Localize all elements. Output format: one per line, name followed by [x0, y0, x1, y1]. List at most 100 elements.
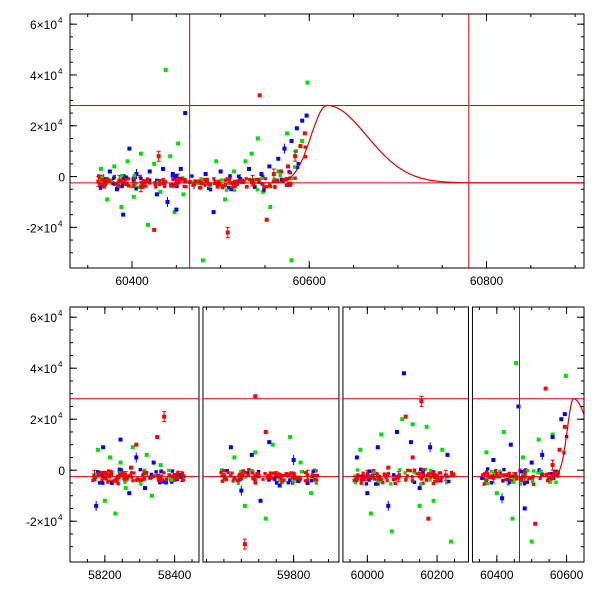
- cluster-point: [257, 180, 261, 184]
- cluster-point: [191, 183, 195, 187]
- cluster-point: [263, 471, 267, 476]
- cluster-point: [436, 479, 440, 483]
- cluster-point: [556, 470, 560, 474]
- cluster-point: [288, 171, 293, 175]
- cluster-point: [155, 178, 159, 183]
- data-point-b: [101, 445, 106, 450]
- cluster-point: [129, 471, 133, 475]
- cluster-point: [501, 479, 505, 483]
- cluster-point: [253, 473, 257, 478]
- cluster-point: [421, 481, 425, 485]
- cluster-point: [141, 178, 146, 183]
- data-point-g: [563, 373, 568, 378]
- cluster-point: [132, 471, 136, 475]
- cluster-point: [106, 469, 111, 473]
- data-point-g: [95, 447, 100, 452]
- y-tick-label: -2×10: [26, 221, 57, 235]
- cluster-point: [239, 477, 244, 481]
- cluster-point: [493, 469, 498, 473]
- x-tick-label: 60400: [115, 274, 149, 288]
- data-point-b: [183, 111, 188, 116]
- cluster-point: [159, 476, 163, 480]
- data-point-g: [300, 139, 305, 143]
- cluster-point: [226, 185, 231, 190]
- data-point-r: [131, 179, 136, 184]
- cluster-point: [226, 182, 230, 186]
- data-point-b: [540, 452, 545, 457]
- cluster-point: [547, 471, 551, 476]
- cluster-point: [223, 178, 227, 182]
- cluster-point: [107, 472, 111, 477]
- cluster-point: [116, 482, 120, 486]
- data-point-g: [484, 450, 489, 455]
- cluster-point: [449, 470, 454, 475]
- data-point-r: [96, 179, 101, 184]
- cluster-point: [375, 472, 379, 476]
- cluster-point: [376, 482, 380, 486]
- data-point-r: [167, 473, 172, 478]
- cluster-point: [184, 185, 188, 189]
- cluster-point: [145, 180, 149, 184]
- cluster-point: [284, 183, 288, 187]
- cluster-point: [208, 185, 212, 190]
- plot-area: [70, 14, 584, 268]
- cluster-point: [520, 478, 524, 483]
- cluster-point: [296, 479, 300, 483]
- axis-frame: [69, 306, 200, 563]
- cluster-point: [181, 478, 185, 482]
- cluster-point: [280, 480, 284, 484]
- cluster-point: [531, 482, 536, 486]
- cluster-point: [515, 477, 519, 481]
- cluster-point: [115, 479, 119, 483]
- cluster-point: [293, 476, 297, 481]
- data-point-b: [500, 496, 505, 501]
- cluster-point: [310, 473, 315, 477]
- data-point-b: [259, 172, 264, 177]
- y-tick-label: 4×10: [30, 69, 57, 83]
- data-point-g: [289, 258, 294, 263]
- cluster-point: [112, 182, 116, 186]
- cluster-point: [124, 175, 129, 179]
- data-point-g: [163, 67, 168, 72]
- data-point-b: [147, 169, 152, 174]
- data-point-g: [231, 169, 236, 174]
- cluster-point: [403, 471, 407, 475]
- cluster-point: [156, 473, 160, 478]
- data-point-b: [174, 207, 179, 212]
- cluster-point: [163, 183, 167, 188]
- cluster-point: [144, 184, 148, 188]
- cluster-point: [277, 472, 281, 476]
- cluster-point: [104, 470, 108, 475]
- cluster-point: [428, 478, 432, 482]
- cluster-point: [375, 479, 380, 484]
- cluster-point: [127, 177, 131, 181]
- cluster-point: [164, 180, 168, 184]
- data-point-b: [522, 506, 527, 511]
- cluster-point: [421, 473, 426, 477]
- cluster-point: [117, 472, 122, 476]
- data-point-b: [249, 452, 254, 457]
- cluster-point: [433, 480, 437, 484]
- cluster-point: [104, 477, 108, 481]
- data-point-b: [354, 455, 359, 460]
- data-point-b: [365, 491, 370, 496]
- data-point-g: [270, 442, 275, 447]
- cluster-point: [138, 467, 143, 472]
- cluster-point: [255, 471, 259, 476]
- cluster-point: [281, 478, 286, 482]
- data-point-r: [410, 455, 415, 460]
- data-point-r: [253, 394, 258, 399]
- cluster-point: [272, 477, 276, 481]
- data-point-r: [557, 447, 562, 452]
- data-point-r: [501, 473, 506, 478]
- data-point-g: [113, 511, 118, 516]
- cluster-point: [204, 179, 208, 183]
- cluster-point: [506, 478, 510, 482]
- cluster-point: [121, 471, 125, 475]
- cluster-point: [161, 177, 165, 182]
- data-point-b: [127, 146, 132, 151]
- cluster-point: [140, 185, 144, 189]
- cluster-point: [288, 478, 292, 482]
- data-point-b: [218, 169, 223, 174]
- cluster-point: [355, 478, 359, 483]
